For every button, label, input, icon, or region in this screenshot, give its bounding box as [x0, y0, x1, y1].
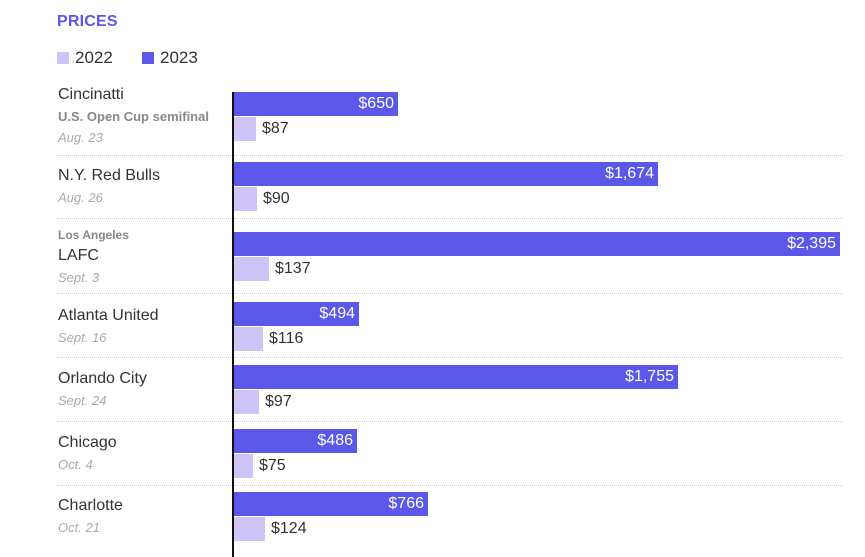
value-label-2022: $90	[263, 190, 290, 207]
chart-title: PRICES	[57, 13, 118, 30]
value-label-2022: $75	[259, 457, 286, 474]
team-label: Atlanta United	[58, 307, 159, 324]
team-label: Chicago	[58, 434, 117, 451]
value-label-2023: $494	[319, 305, 355, 322]
legend-swatch-2023	[142, 52, 154, 64]
row-separator	[57, 293, 843, 294]
value-label-2022: $124	[271, 520, 307, 537]
match-date: Sept. 3	[58, 270, 100, 285]
team-label: Cincinatti	[58, 86, 124, 103]
match-date: Oct. 4	[58, 457, 93, 472]
value-label-2023: $1,674	[605, 165, 654, 182]
row-separator	[57, 218, 843, 219]
bar-2023	[234, 365, 678, 389]
bar-2023	[234, 429, 357, 453]
legend-label-2022: 2022	[75, 48, 113, 67]
axis-line	[232, 92, 234, 557]
bar-2022	[234, 117, 256, 141]
value-label-2022: $87	[262, 120, 289, 137]
bar-2023	[234, 92, 398, 116]
legend-item-2023: 2023	[142, 48, 198, 68]
value-label-2022: $116	[269, 330, 304, 347]
bar-2022	[234, 257, 269, 281]
value-label-2023: $650	[358, 95, 394, 112]
bar-2023	[234, 232, 840, 256]
row-separator	[57, 357, 843, 358]
team-region-label: Los Angeles	[58, 228, 129, 242]
match-date: Sept. 24	[58, 393, 107, 408]
value-label-2022: $137	[275, 260, 311, 277]
bar-2023	[234, 302, 359, 326]
value-label-2023: $766	[388, 495, 424, 512]
match-date: Oct. 21	[58, 520, 100, 535]
row-separator	[57, 155, 843, 156]
team-label: LAFC	[58, 247, 99, 264]
bar-2022	[234, 454, 253, 478]
bar-2022	[234, 390, 259, 414]
row-separator	[57, 421, 843, 422]
value-label-2022: $97	[265, 393, 292, 410]
bar-2022	[234, 327, 263, 351]
value-label-2023: $486	[317, 432, 353, 449]
value-label-2023: $2,395	[787, 235, 836, 252]
value-label-2023: $1,755	[625, 368, 674, 385]
match-date: Aug. 26	[58, 190, 103, 205]
bar-2023	[234, 162, 658, 186]
row-separator	[57, 485, 843, 486]
team-label: Orlando City	[58, 370, 147, 387]
match-date: Sept. 16	[58, 330, 107, 345]
legend-swatch-2022	[57, 52, 69, 64]
match-date: Aug. 23	[58, 130, 103, 145]
team-label: N.Y. Red Bulls	[58, 167, 160, 184]
bar-2022	[234, 517, 265, 541]
match-note: U.S. Open Cup semifinal	[58, 109, 209, 124]
bar-2022	[234, 187, 257, 211]
legend-item-2022: 2022	[57, 48, 113, 68]
bar-2023	[234, 492, 428, 516]
team-label: Charlotte	[58, 497, 123, 514]
legend-label-2023: 2023	[160, 48, 198, 67]
